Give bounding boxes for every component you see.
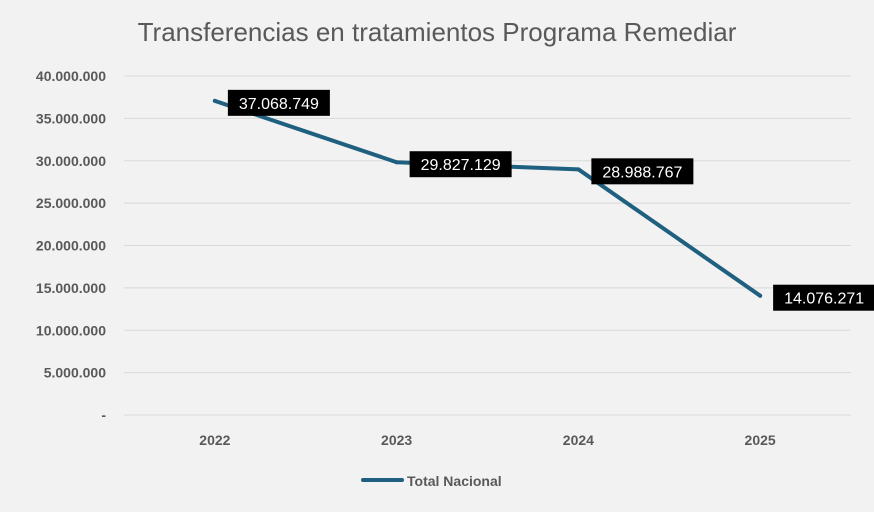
x-tick-label: 2022	[199, 432, 230, 448]
data-label-box	[591, 158, 694, 185]
data-label-text: 29.827.129	[421, 157, 501, 174]
data-label-box	[227, 89, 330, 116]
data-label-box	[773, 284, 874, 311]
data-point	[576, 167, 581, 172]
data-label: 37.068.749	[227, 89, 330, 116]
data-point	[394, 160, 399, 165]
y-tick-label: 5.000.000	[44, 365, 106, 381]
data-label: 29.827.129	[409, 151, 512, 178]
data-label-text: 37.068.749	[239, 96, 319, 113]
y-tick-label: 30.000.000	[36, 153, 106, 169]
data-label-text: 14.076.271	[784, 291, 864, 308]
chart-title: Transferencias en tratamientos Programa …	[138, 17, 737, 47]
y-tick-label: 20.000.000	[36, 238, 106, 254]
gridlines	[124, 75, 851, 416]
y-tick-label: 40.000.000	[36, 68, 106, 84]
legend-item[interactable]: Total Nacional	[361, 473, 502, 489]
y-tick-label: -	[101, 407, 106, 423]
legend-label: Total Nacional	[407, 473, 502, 489]
data-label: 28.988.767	[591, 158, 694, 185]
y-tick-label: 10.000.000	[36, 322, 106, 338]
data-point	[758, 293, 763, 298]
x-tick-label: 2024	[563, 432, 594, 448]
y-tick-label: 25.000.000	[36, 195, 106, 211]
y-tick-label: 15.000.000	[36, 280, 106, 296]
data-label: 14.076.271	[773, 284, 874, 311]
legend[interactable]: Total Nacional	[361, 473, 502, 489]
x-axis-tick-labels: 2022 2023 2024 2025	[199, 432, 776, 448]
x-tick-label: 2025	[745, 432, 776, 448]
data-point	[212, 98, 217, 103]
data-label-text: 28.988.767	[602, 164, 682, 181]
y-axis-tick-labels: 40.000.000 35.000.000 30.000.000 25.000.000…	[36, 68, 106, 423]
x-tick-label: 2023	[381, 432, 412, 448]
data-label-box	[409, 151, 512, 178]
data-labels: 37.068.749 29.827.129 28.988.767 14.076.271	[227, 89, 874, 311]
y-tick-label: 35.000.000	[36, 110, 106, 126]
